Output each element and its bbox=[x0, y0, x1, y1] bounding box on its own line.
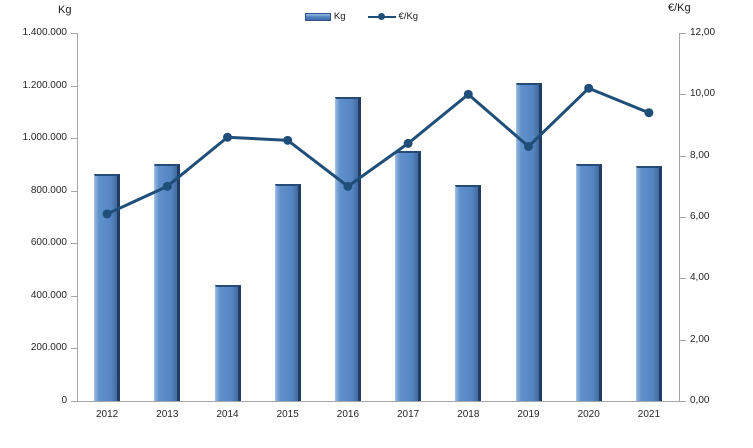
right-axis-line bbox=[679, 33, 680, 401]
line-series-swatch-icon bbox=[367, 12, 396, 21]
bar bbox=[575, 164, 602, 401]
legend-entry-kg: Kg bbox=[304, 11, 346, 22]
bar bbox=[274, 184, 301, 401]
left-tick-mark bbox=[71, 295, 78, 297]
right-tick-mark bbox=[680, 217, 686, 218]
bar bbox=[515, 82, 542, 401]
right-axis-tick-label: 2,00 bbox=[690, 333, 710, 345]
bar bbox=[635, 165, 662, 401]
left-axis-tick-label: 600.000 bbox=[30, 237, 67, 249]
legend-label-eur-kg: €/Kg bbox=[398, 11, 419, 22]
right-tick-mark bbox=[680, 94, 686, 96]
x-axis-tick-label: 2013 bbox=[156, 409, 179, 420]
left-tick-mark bbox=[71, 33, 78, 34]
x-axis-tick-label: 2021 bbox=[637, 409, 661, 420]
right-axis-tick-label: 0,00 bbox=[690, 395, 710, 406]
right-axis-title: €/Kg bbox=[668, 2, 691, 14]
line-marker bbox=[463, 89, 473, 99]
left-axis-tick-label: 800.000 bbox=[30, 184, 67, 196]
left-axis-tick-label: 1.000.000 bbox=[22, 132, 68, 144]
x-axis-tick-label: 2015 bbox=[276, 409, 299, 420]
left-tick-mark bbox=[71, 85, 78, 87]
bar-series-swatch-icon bbox=[304, 12, 331, 21]
bar bbox=[214, 285, 241, 401]
left-axis-tick-label: 1.200.000 bbox=[22, 79, 68, 91]
left-axis-title: Kg bbox=[58, 4, 72, 16]
right-tick-mark bbox=[680, 155, 686, 157]
bar bbox=[395, 151, 422, 401]
right-axis-tick-label: 10,00 bbox=[690, 88, 716, 100]
left-tick-mark bbox=[71, 243, 78, 245]
x-axis-tick-label: 2014 bbox=[216, 409, 239, 420]
left-tick-mark bbox=[71, 190, 78, 192]
left-tick-mark bbox=[71, 138, 78, 140]
left-axis-tick-label: 1.400.000 bbox=[22, 27, 68, 38]
right-axis-tick-label: 8,00 bbox=[690, 149, 710, 161]
bar bbox=[334, 97, 361, 401]
line-path bbox=[106, 86, 650, 216]
left-tick-mark bbox=[71, 401, 78, 402]
line-marker bbox=[403, 138, 413, 148]
right-axis-tick-label: 12,00 bbox=[690, 27, 716, 38]
x-axis-tick-label: 2018 bbox=[457, 409, 480, 420]
chart-legend: Kg €/Kg bbox=[0, 11, 723, 22]
bottom-axis-line bbox=[77, 401, 680, 402]
right-tick-mark bbox=[680, 278, 686, 280]
bar bbox=[94, 173, 121, 401]
right-tick-mark bbox=[680, 339, 686, 341]
left-tick-mark bbox=[71, 348, 78, 350]
legend-entry-eur-kg: €/Kg bbox=[367, 11, 419, 22]
line-marker bbox=[283, 135, 293, 145]
bar bbox=[154, 164, 181, 401]
x-axis-tick-label: 2017 bbox=[396, 409, 420, 420]
legend-label-kg: Kg bbox=[333, 11, 346, 22]
x-axis-tick-label: 2016 bbox=[336, 409, 360, 420]
bar bbox=[455, 185, 482, 401]
x-axis-tick-label: 2012 bbox=[95, 409, 119, 420]
left-axis-tick-label: 200.000 bbox=[30, 342, 67, 354]
line-marker bbox=[584, 83, 594, 93]
right-axis-tick-label: 4,00 bbox=[690, 272, 710, 284]
left-axis-line bbox=[77, 33, 78, 401]
right-tick-mark bbox=[680, 401, 686, 402]
left-axis-tick-label: 0 bbox=[61, 395, 67, 406]
left-axis-tick-label: 400.000 bbox=[30, 289, 67, 301]
right-axis-tick-label: 6,00 bbox=[690, 211, 710, 222]
right-tick-mark bbox=[680, 33, 686, 34]
line-marker bbox=[223, 132, 232, 142]
line-marker bbox=[644, 108, 654, 118]
x-axis-tick-label: 2019 bbox=[517, 409, 540, 420]
x-axis-tick-label: 2020 bbox=[577, 409, 600, 420]
